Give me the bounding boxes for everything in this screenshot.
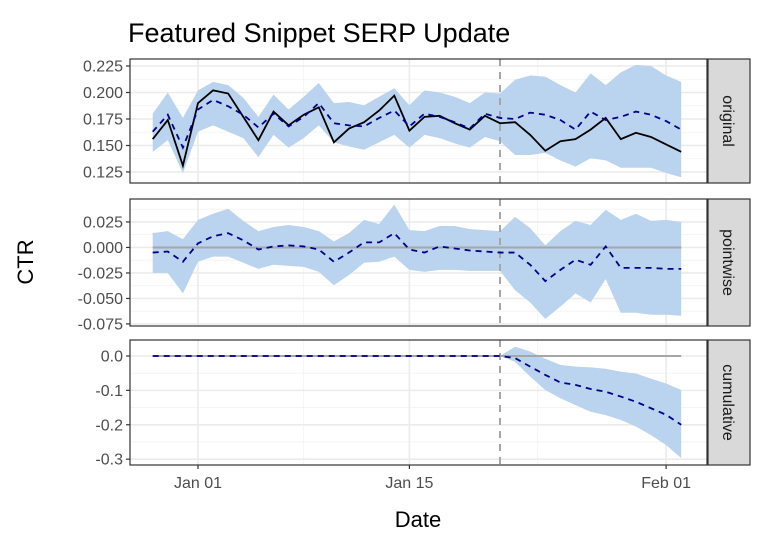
facet-strip: [707, 339, 751, 466]
y-tick-label: -0.050: [78, 291, 123, 308]
panel-original: 0.125 0.150 0.175 0.200 0.225 original: [83, 58, 751, 184]
confidence-band: [152, 346, 682, 459]
confidence-band: [152, 204, 682, 319]
facet-strip: [707, 58, 751, 184]
panel-pointwise: -0.075 -0.050 -0.025 0.000 0.025 pointwise: [78, 198, 751, 333]
y-tick-label: 0.0: [101, 348, 123, 365]
predicted-series-line: [152, 355, 682, 426]
y-tick-label: -0.1: [95, 383, 123, 400]
facet-strip-label: pointwise: [719, 229, 736, 296]
y-tick-label: 0.175: [83, 111, 123, 128]
x-axis-label: Date: [395, 507, 441, 532]
y-tick-label: -0.3: [95, 452, 123, 469]
y-tick-label: 0.125: [83, 164, 123, 181]
y-tick-label: 0.150: [83, 138, 123, 155]
y-tick-label: 0.200: [83, 85, 123, 102]
y-tick-label: 0.225: [83, 58, 123, 75]
x-tick-label: Feb 01: [641, 475, 691, 492]
facet-strip-label: original: [719, 95, 736, 147]
panel-border: [129, 198, 708, 327]
predicted-series-line: [152, 232, 682, 283]
x-tick-label: Jan 15: [385, 475, 433, 492]
facet-strip: [707, 198, 751, 327]
facet-strip-label: cumulative: [719, 364, 736, 441]
y-tick-label: 0.000: [83, 240, 123, 257]
chart-title: Featured Snippet SERP Update: [128, 18, 510, 48]
y-tick-label: -0.2: [95, 417, 123, 434]
panel-border: [129, 339, 708, 466]
x-tick-label: Jan 01: [174, 475, 222, 492]
y-tick-label: -0.025: [78, 265, 123, 282]
predicted-series-line: [152, 98, 682, 150]
panel-border: [129, 58, 708, 184]
y-axis-label: CTR: [13, 239, 38, 284]
y-tick-label: 0.025: [83, 214, 123, 231]
panel-cumulative: -0.3 -0.2 -0.1 0.0 cumulative Jan 01 Jan 15 Feb…: [95, 339, 751, 492]
y-tick-label: -0.075: [78, 316, 123, 333]
